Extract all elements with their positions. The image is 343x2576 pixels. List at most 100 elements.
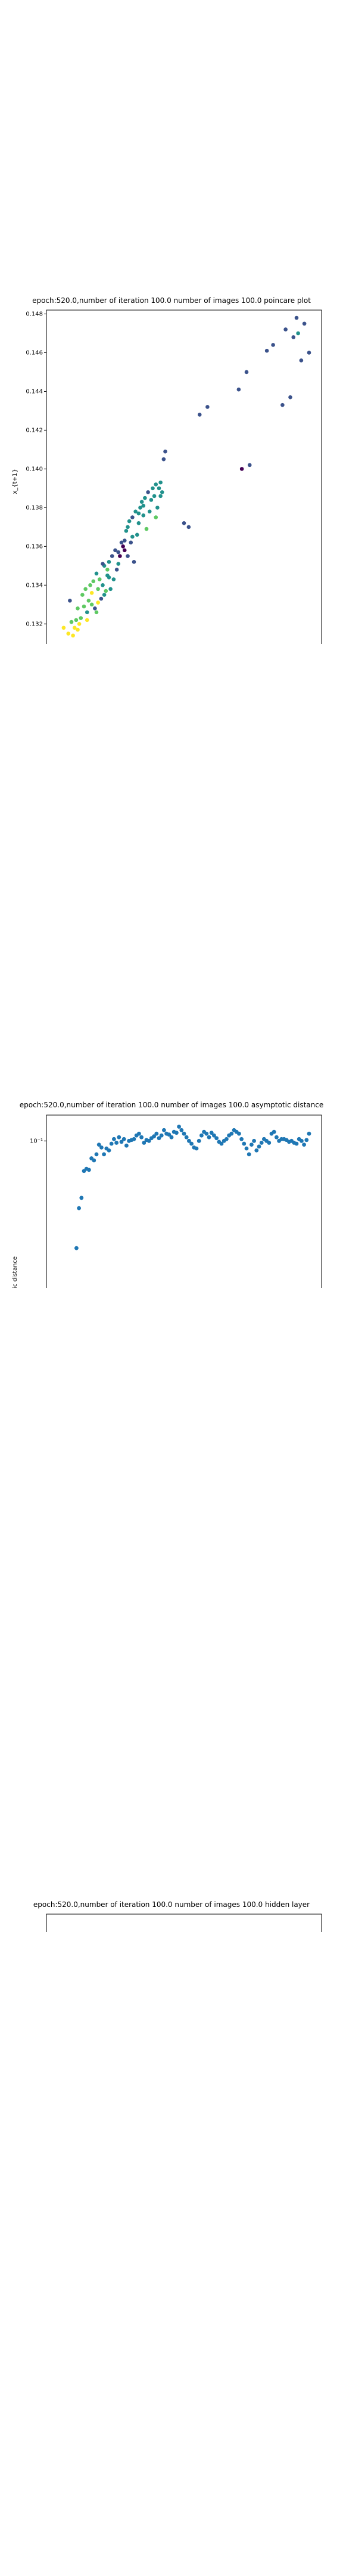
data-point: [247, 463, 252, 467]
data-point: [160, 490, 164, 494]
data-point: [104, 589, 108, 593]
data-point: [149, 498, 154, 502]
data-point: [205, 405, 210, 409]
data-point: [224, 1137, 229, 1141]
data-point: [158, 494, 163, 499]
data-point: [294, 1141, 299, 1146]
data-point: [69, 620, 74, 624]
data-point: [152, 494, 157, 499]
data-point: [139, 1135, 144, 1140]
y-tick-label: 0.140: [26, 466, 43, 472]
data-point: [138, 506, 142, 510]
data-point: [237, 1131, 241, 1136]
data-point: [194, 1146, 199, 1151]
data-point: [157, 486, 161, 491]
data-point: [300, 1138, 304, 1143]
data-point: [132, 1137, 136, 1141]
data-point: [96, 587, 100, 592]
data-point: [299, 358, 304, 363]
data-point: [97, 577, 102, 581]
data-point: [107, 575, 111, 580]
data-point: [127, 519, 132, 524]
data-point: [304, 1138, 309, 1143]
data-point: [74, 1246, 79, 1250]
y-tick-label: 10⁻¹: [30, 1138, 43, 1144]
asymptotic-title: epoch:520.0,number of iteration 100.0 nu…: [20, 1101, 323, 1109]
data-point: [77, 621, 82, 626]
data-point: [144, 527, 149, 531]
data-point: [112, 1137, 116, 1141]
data-point: [291, 335, 296, 339]
data-point: [254, 1148, 259, 1153]
data-point: [89, 590, 94, 595]
data-point: [142, 1141, 146, 1145]
data-point: [72, 626, 77, 630]
data-point: [239, 1137, 244, 1141]
data-point: [96, 1143, 101, 1147]
data-point: [146, 1138, 151, 1143]
data-point: [122, 538, 127, 543]
data-point: [85, 610, 89, 615]
data-point: [83, 587, 88, 592]
data-point: [124, 1143, 129, 1148]
y-tick-label: 0.142: [26, 427, 43, 434]
data-point: [288, 395, 292, 400]
data-point: [280, 402, 285, 407]
plot-frame: [46, 1914, 322, 1932]
data-point: [79, 616, 83, 620]
data-point: [87, 1168, 91, 1172]
hidden-layer-plot: epoch:520.0,number of iteration 100.0 nu…: [33, 1900, 322, 1932]
data-point: [186, 525, 191, 530]
data-point: [135, 532, 139, 537]
y-tick-label: 0.144: [26, 388, 43, 395]
data-point: [152, 1134, 156, 1139]
data-point: [146, 490, 150, 494]
data-point: [71, 633, 75, 638]
data-point: [129, 540, 133, 545]
y-tick-label: 0.146: [26, 349, 43, 356]
data-point: [111, 577, 116, 581]
data-point: [79, 1196, 84, 1200]
data-point: [86, 598, 91, 603]
data-point: [126, 525, 130, 530]
data-point: [130, 515, 135, 519]
data-point: [283, 327, 288, 332]
data-point: [182, 521, 186, 525]
data-point: [88, 583, 92, 587]
data-point: [143, 496, 147, 500]
data-point: [89, 602, 94, 607]
data-point: [124, 529, 129, 533]
data-point: [157, 1136, 161, 1141]
data-point: [121, 1137, 126, 1141]
data-point: [107, 1148, 111, 1153]
data-point: [82, 604, 86, 609]
data-point: [307, 351, 311, 355]
data-point: [264, 348, 269, 353]
data-point: [204, 1131, 209, 1136]
data-point: [207, 1135, 211, 1140]
data-point: [271, 343, 275, 347]
data-point: [197, 413, 202, 417]
data-point: [259, 1141, 264, 1145]
data-point: [94, 610, 99, 615]
data-point: [294, 315, 299, 320]
hidden-axes: 0.9150.9200.9250.9300.9350.9400.9150.920…: [46, 1914, 322, 1932]
data-point: [119, 1140, 124, 1144]
data-point: [236, 387, 241, 392]
data-point: [108, 587, 113, 592]
data-point: [101, 562, 105, 566]
data-point: [117, 1135, 121, 1140]
data-point: [275, 1135, 279, 1140]
data-point: [159, 1133, 164, 1138]
data-point: [219, 1141, 224, 1146]
data-point: [139, 500, 144, 504]
data-point: [121, 544, 125, 549]
data-point: [114, 1141, 119, 1145]
data-point: [101, 583, 105, 587]
data-point: [113, 548, 117, 553]
y-axis-label: asymptotic distance: [12, 1256, 18, 1288]
data-point: [179, 1128, 184, 1132]
data-point: [257, 1144, 261, 1149]
data-point: [212, 1133, 216, 1138]
data-point: [182, 1131, 186, 1136]
